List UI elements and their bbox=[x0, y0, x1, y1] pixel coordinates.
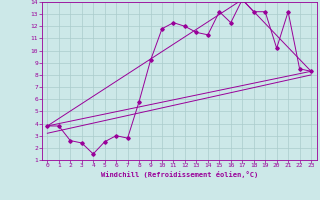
X-axis label: Windchill (Refroidissement éolien,°C): Windchill (Refroidissement éolien,°C) bbox=[100, 171, 258, 178]
